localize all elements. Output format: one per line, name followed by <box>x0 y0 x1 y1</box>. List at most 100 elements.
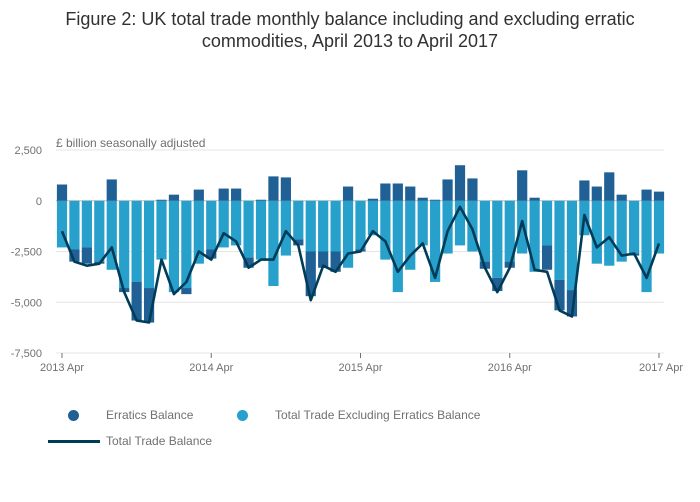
bar-erratics <box>268 176 279 201</box>
bar-excluding-erratics <box>106 200 117 270</box>
bar-excluding-erratics <box>293 200 304 240</box>
bar-erratics <box>330 251 341 272</box>
bar-excluding-erratics <box>231 200 242 246</box>
bar-excluding-erratics <box>318 200 329 252</box>
bar-erratics <box>293 239 304 246</box>
bar-erratics <box>156 199 167 201</box>
bar-erratics <box>131 281 142 321</box>
chart-title-line-2: commodities, April 2013 to April 2017 <box>201 31 499 51</box>
bar-excluding-erratics <box>81 200 92 248</box>
legend-swatch-erratics <box>68 410 79 421</box>
legend-item-total-trade[interactable]: Total Trade Balance <box>48 434 268 450</box>
line-total-trade-balance <box>60 205 661 324</box>
bar-erratics <box>541 245 553 270</box>
bar-excluding-erratics <box>206 200 217 250</box>
bar-excluding-erratics <box>392 200 403 293</box>
bar-excluding-erratics <box>566 200 578 291</box>
bar-excluding-erratics <box>604 200 615 266</box>
legend-label-excluding-erratics: Total Trade Excluding Erratics Balance <box>275 408 481 422</box>
bar-excluding-erratics <box>616 200 627 262</box>
legend-item-excluding-erratics[interactable]: Total Trade Excluding Erratics Balance <box>237 408 537 424</box>
y-tick-label: 2,500 <box>14 145 42 157</box>
x-tick-label: 2013 Apr <box>40 362 84 374</box>
bar-erratics <box>143 288 155 323</box>
bar-excluding-erratics <box>380 200 391 260</box>
bar-erratics <box>181 288 192 295</box>
bar-excluding-erratics <box>69 200 80 250</box>
bar-erratics <box>417 197 428 201</box>
bar-erratics <box>106 179 117 201</box>
bar-erratics <box>442 179 453 201</box>
bar-excluding-erratics <box>243 200 254 258</box>
bar-excluding-erratics <box>529 200 540 272</box>
bar-excluding-erratics <box>467 200 478 252</box>
chart-title-line-1: Figure 2: UK total trade monthly balance… <box>65 9 635 29</box>
bar-excluding-erratics <box>330 200 341 252</box>
bar-erratics <box>554 279 565 311</box>
bar-excluding-erratics <box>541 200 553 246</box>
bar-erratics <box>405 186 416 201</box>
bar-excluding-erratics <box>591 200 602 264</box>
bar-excluding-erratics <box>218 200 229 248</box>
legend-swatch-excluding-erratics <box>237 410 248 421</box>
bar-erratics <box>392 183 403 201</box>
bar-erratics <box>81 247 92 264</box>
bar-excluding-erratics <box>492 200 503 278</box>
bar-erratics <box>653 191 665 201</box>
bar-excluding-erratics <box>504 200 515 262</box>
y-tick-label: -7,500 <box>11 348 42 360</box>
bar-erratics <box>56 184 68 201</box>
bar-excluding-erratics <box>629 200 640 254</box>
legend-label-erratics: Erratics Balance <box>106 408 194 422</box>
bar-excluding-erratics <box>367 200 379 236</box>
bar-erratics <box>616 194 627 201</box>
legend-item-erratics[interactable]: Erratics Balance <box>68 408 268 424</box>
bar-erratics <box>305 251 316 297</box>
bar-erratics <box>591 186 602 201</box>
bar-excluding-erratics <box>255 200 267 260</box>
bar-erratics <box>454 165 466 201</box>
bar-excluding-erratics <box>641 200 652 293</box>
bar-erratics <box>566 290 578 317</box>
bar-erratics <box>604 172 615 201</box>
bar-excluding-erratics <box>405 200 416 270</box>
bar-erratics <box>280 177 291 201</box>
bar-excluding-erratics <box>119 200 130 289</box>
bar-erratics <box>342 186 354 201</box>
bar-erratics <box>579 180 590 201</box>
line-series <box>60 205 661 324</box>
bar-erratics <box>206 249 217 259</box>
bar-erratics <box>318 251 329 268</box>
bar-excluding-erratics <box>430 200 441 282</box>
legend-label-total-trade: Total Trade Balance <box>106 434 213 448</box>
y-tick-label: 0 <box>36 196 42 208</box>
bar-erratics <box>243 257 254 268</box>
bar-excluding-erratics <box>94 200 105 262</box>
bar-excluding-erratics <box>193 200 204 264</box>
bar-excluding-erratics <box>479 200 490 262</box>
bar-excluding-erratics <box>554 200 565 280</box>
bar-erratics <box>231 188 242 201</box>
y-axis-unit-label: £ billion seasonally adjusted <box>56 136 206 150</box>
bar-excluding-erratics <box>454 200 466 246</box>
bar-excluding-erratics <box>517 200 528 254</box>
axes: 2,500 0 -2,500 -5,000 -7,500 2013 Apr 2014 Apr… <box>11 145 684 374</box>
bar-excluding-erratics <box>56 200 68 248</box>
bar-excluding-erratics <box>342 200 354 268</box>
bar-erratics <box>517 170 528 201</box>
bar-excluding-erratics <box>417 200 428 246</box>
y-tick-label: -5,000 <box>11 297 42 309</box>
y-tick-label: -2,500 <box>11 247 42 259</box>
bar-excluding-erratics <box>355 200 366 250</box>
bar-erratics <box>430 199 441 201</box>
bar-excluding-erratics <box>131 200 142 282</box>
bar-excluding-erratics <box>268 200 279 287</box>
bar-excluding-erratics <box>143 200 155 289</box>
legend-swatch-total-trade <box>48 440 100 443</box>
x-tick-label: 2014 Apr <box>189 362 233 374</box>
bar-erratics <box>367 198 379 201</box>
bar-erratics <box>193 189 204 201</box>
bar-erratics <box>529 197 540 201</box>
x-tick-label: 2017 Apr <box>639 362 683 374</box>
